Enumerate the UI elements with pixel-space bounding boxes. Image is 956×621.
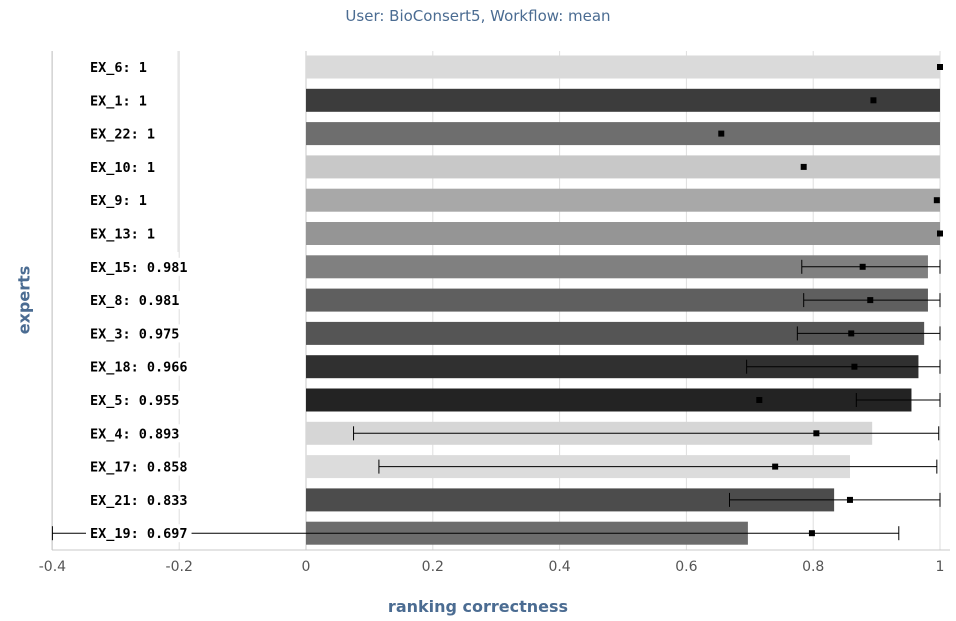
label-background	[86, 524, 192, 543]
label-background	[86, 124, 160, 143]
mean-point	[933, 197, 940, 204]
label-background	[86, 91, 151, 110]
category-label: EX_15: 0.981	[90, 260, 188, 276]
mean-point	[859, 263, 866, 270]
bar	[306, 321, 925, 345]
bar	[306, 155, 940, 179]
x-tick-label: -0.2	[166, 559, 193, 575]
mean-point	[867, 297, 874, 304]
bar	[306, 222, 940, 245]
category-label: EX_10: 1	[90, 160, 155, 176]
mean-point	[848, 330, 855, 337]
x-tick-label: -0.4	[39, 559, 66, 575]
bar	[306, 488, 835, 512]
mean-point	[800, 163, 807, 170]
label-background	[86, 58, 151, 76]
label-background	[86, 357, 192, 376]
label-background	[86, 490, 192, 509]
category-label: EX_19: 0.697	[90, 526, 188, 542]
category-label: EX_5: 0.955	[90, 393, 179, 409]
category-label: EX_4: 0.893	[90, 426, 179, 442]
x-axis-label: ranking correctness	[387, 597, 569, 616]
mean-point	[813, 430, 820, 437]
mean-point	[808, 530, 815, 537]
label-background	[86, 191, 151, 210]
category-label: EX_21: 0.833	[90, 493, 188, 509]
x-tick-label: 0.2	[422, 559, 444, 575]
mean-point	[937, 230, 943, 237]
label-background	[86, 257, 192, 276]
chart-title: User: BioConsert5, Workflow: mean	[345, 7, 611, 25]
mean-point	[718, 130, 725, 137]
label-background	[86, 424, 184, 443]
category-label: EX_3: 0.975	[90, 326, 179, 342]
mean-point	[756, 397, 763, 403]
x-tick-label: 1	[936, 559, 945, 575]
bar	[306, 288, 928, 312]
mean-point	[846, 496, 853, 503]
mean-point	[851, 363, 858, 370]
bar	[306, 55, 940, 79]
mean-point	[772, 463, 779, 470]
label-background	[86, 391, 184, 409]
mean-point	[937, 64, 943, 70]
category-label: EX_17: 0.858	[90, 460, 188, 476]
x-tick-label: 0.6	[675, 559, 697, 575]
category-label: EX_22: 1	[90, 127, 155, 143]
bar	[306, 255, 928, 279]
category-label: EX_13: 1	[90, 227, 155, 243]
label-background	[86, 157, 160, 176]
bar	[306, 388, 912, 412]
bar	[306, 122, 940, 146]
x-tick-label: 0.4	[548, 559, 570, 575]
category-label: EX_6: 1	[90, 60, 147, 76]
label-background	[86, 324, 184, 343]
x-tick-label: 0	[302, 559, 311, 575]
x-tick-label: 0.8	[802, 559, 824, 575]
label-background	[86, 224, 160, 243]
bar	[306, 188, 940, 212]
category-label: EX_9: 1	[90, 193, 147, 209]
bar	[306, 355, 919, 379]
label-background	[86, 291, 184, 310]
category-label: EX_1: 1	[90, 93, 147, 109]
mean-point	[870, 97, 877, 104]
category-label: EX_18: 0.966	[90, 360, 188, 376]
category-label: EX_8: 0.981	[90, 293, 179, 309]
label-background	[86, 457, 192, 476]
bar	[306, 88, 940, 112]
